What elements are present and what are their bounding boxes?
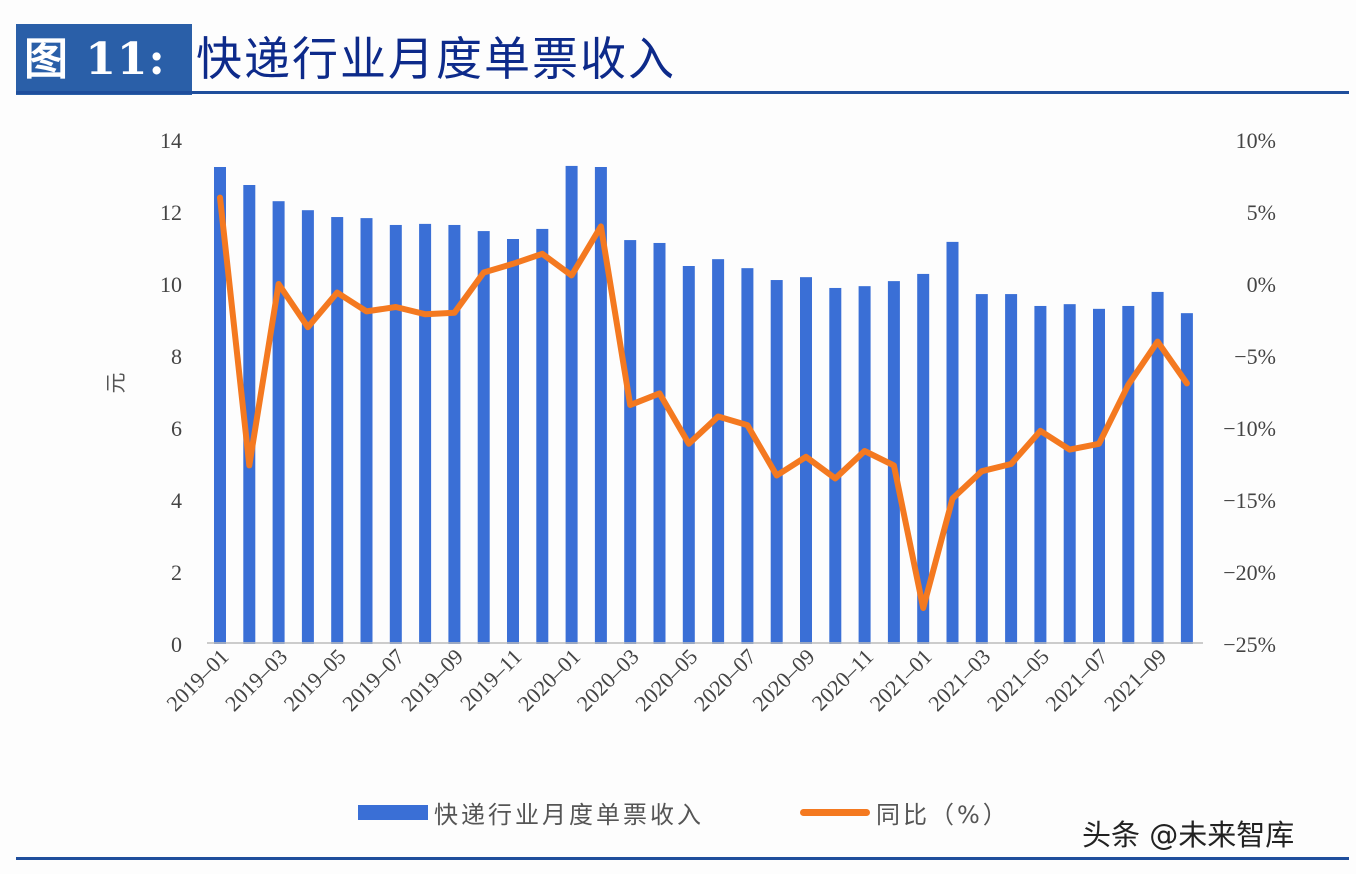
bar xyxy=(712,259,725,644)
x-tick-label: 2021–07 xyxy=(1040,644,1112,716)
left-tick-label: 8 xyxy=(171,344,182,369)
right-tick-label: 5% xyxy=(1247,200,1276,225)
bar xyxy=(331,217,344,645)
right-tick-label: −10% xyxy=(1223,416,1276,441)
top-divider xyxy=(16,91,1349,94)
left-tick-label: 12 xyxy=(160,200,182,225)
figure-label: 图 11: xyxy=(16,24,192,95)
bar xyxy=(858,286,871,644)
x-tick-label: 2019–11 xyxy=(455,644,527,716)
x-tick-label: 2020–07 xyxy=(689,644,761,716)
watermark: 头条 @未来智库 xyxy=(1082,818,1295,852)
line-series xyxy=(217,194,1190,611)
bar xyxy=(594,167,607,644)
bar xyxy=(214,167,226,644)
x-tick-label: 2020–01 xyxy=(513,644,585,716)
bar xyxy=(1034,305,1047,644)
legend-item-bar: 快递行业月度单票收入 xyxy=(358,795,704,830)
bar xyxy=(1180,313,1193,644)
x-tick-label: 2019–05 xyxy=(279,644,351,716)
legend-item-line: 同比（%） xyxy=(800,795,1010,830)
left-tick-label: 0 xyxy=(171,632,182,657)
bar xyxy=(477,231,490,644)
right-tick-label: −15% xyxy=(1223,488,1276,513)
right-tick-label: 10% xyxy=(1236,128,1276,153)
x-tick-label: 2020–05 xyxy=(630,644,702,716)
bar xyxy=(1122,305,1135,644)
bar xyxy=(1151,291,1164,644)
bar xyxy=(419,223,432,644)
right-tick-label: 0% xyxy=(1247,272,1276,297)
bar xyxy=(946,241,959,644)
bar xyxy=(770,280,783,644)
left-y-axis: 0 2 4 6 8 10 12 14 xyxy=(160,128,182,657)
right-tick-label: −20% xyxy=(1223,560,1276,585)
x-tick-label: 2020–03 xyxy=(572,644,644,716)
bar xyxy=(507,239,519,644)
right-tick-label: −25% xyxy=(1223,632,1276,657)
right-tick-label: −5% xyxy=(1234,344,1276,369)
y-axis-label: 元 xyxy=(104,373,128,394)
x-tick-label: 2019–03 xyxy=(220,644,292,716)
bar xyxy=(682,266,695,644)
x-tick-label: 2021–05 xyxy=(982,644,1054,716)
bar xyxy=(829,287,842,644)
left-tick-label: 2 xyxy=(171,560,182,585)
bar xyxy=(624,240,637,644)
x-tick-label: 2020–11 xyxy=(807,644,879,716)
bar xyxy=(741,268,754,644)
x-tick-label: 2019–09 xyxy=(396,644,468,716)
left-tick-label: 10 xyxy=(160,272,182,297)
bar xyxy=(301,210,314,644)
left-tick-label: 6 xyxy=(171,416,182,441)
x-tick-label: 2021–09 xyxy=(1099,644,1171,716)
bar xyxy=(536,228,549,645)
bar xyxy=(1005,294,1018,644)
bar xyxy=(653,242,666,644)
bar xyxy=(272,201,285,644)
x-tick-label: 2020–09 xyxy=(747,644,819,716)
bar-series xyxy=(214,165,1193,645)
figure-title: 快递行业月度单票收入 xyxy=(196,32,676,86)
legend-line-label: 同比（%） xyxy=(876,801,1010,829)
bar xyxy=(389,224,402,644)
bar xyxy=(1093,308,1105,644)
bar xyxy=(448,224,461,644)
yoy-line xyxy=(217,194,1190,611)
right-y-axis: −25% −20% −15% −10% −5% 0% 5% 10% xyxy=(1223,128,1276,657)
x-tick-label: 2021–01 xyxy=(865,644,937,716)
legend-bar-label: 快递行业月度单票收入 xyxy=(434,801,704,829)
bar xyxy=(565,165,578,645)
x-tick-label: 2021–03 xyxy=(923,644,995,716)
bar xyxy=(1063,304,1076,644)
x-axis-labels: 2019–012019–032019–052019–072019–092019–… xyxy=(161,644,1171,716)
x-tick-label: 2019–07 xyxy=(337,644,409,716)
bar xyxy=(243,185,256,644)
legend-bar-swatch-icon xyxy=(358,805,428,820)
bar xyxy=(800,277,812,644)
bar xyxy=(917,273,930,644)
legend-line-swatch-icon xyxy=(800,809,870,816)
bar xyxy=(360,218,373,644)
left-tick-label: 4 xyxy=(171,488,182,513)
bottom-divider xyxy=(16,857,1349,860)
left-tick-label: 14 xyxy=(160,128,182,153)
